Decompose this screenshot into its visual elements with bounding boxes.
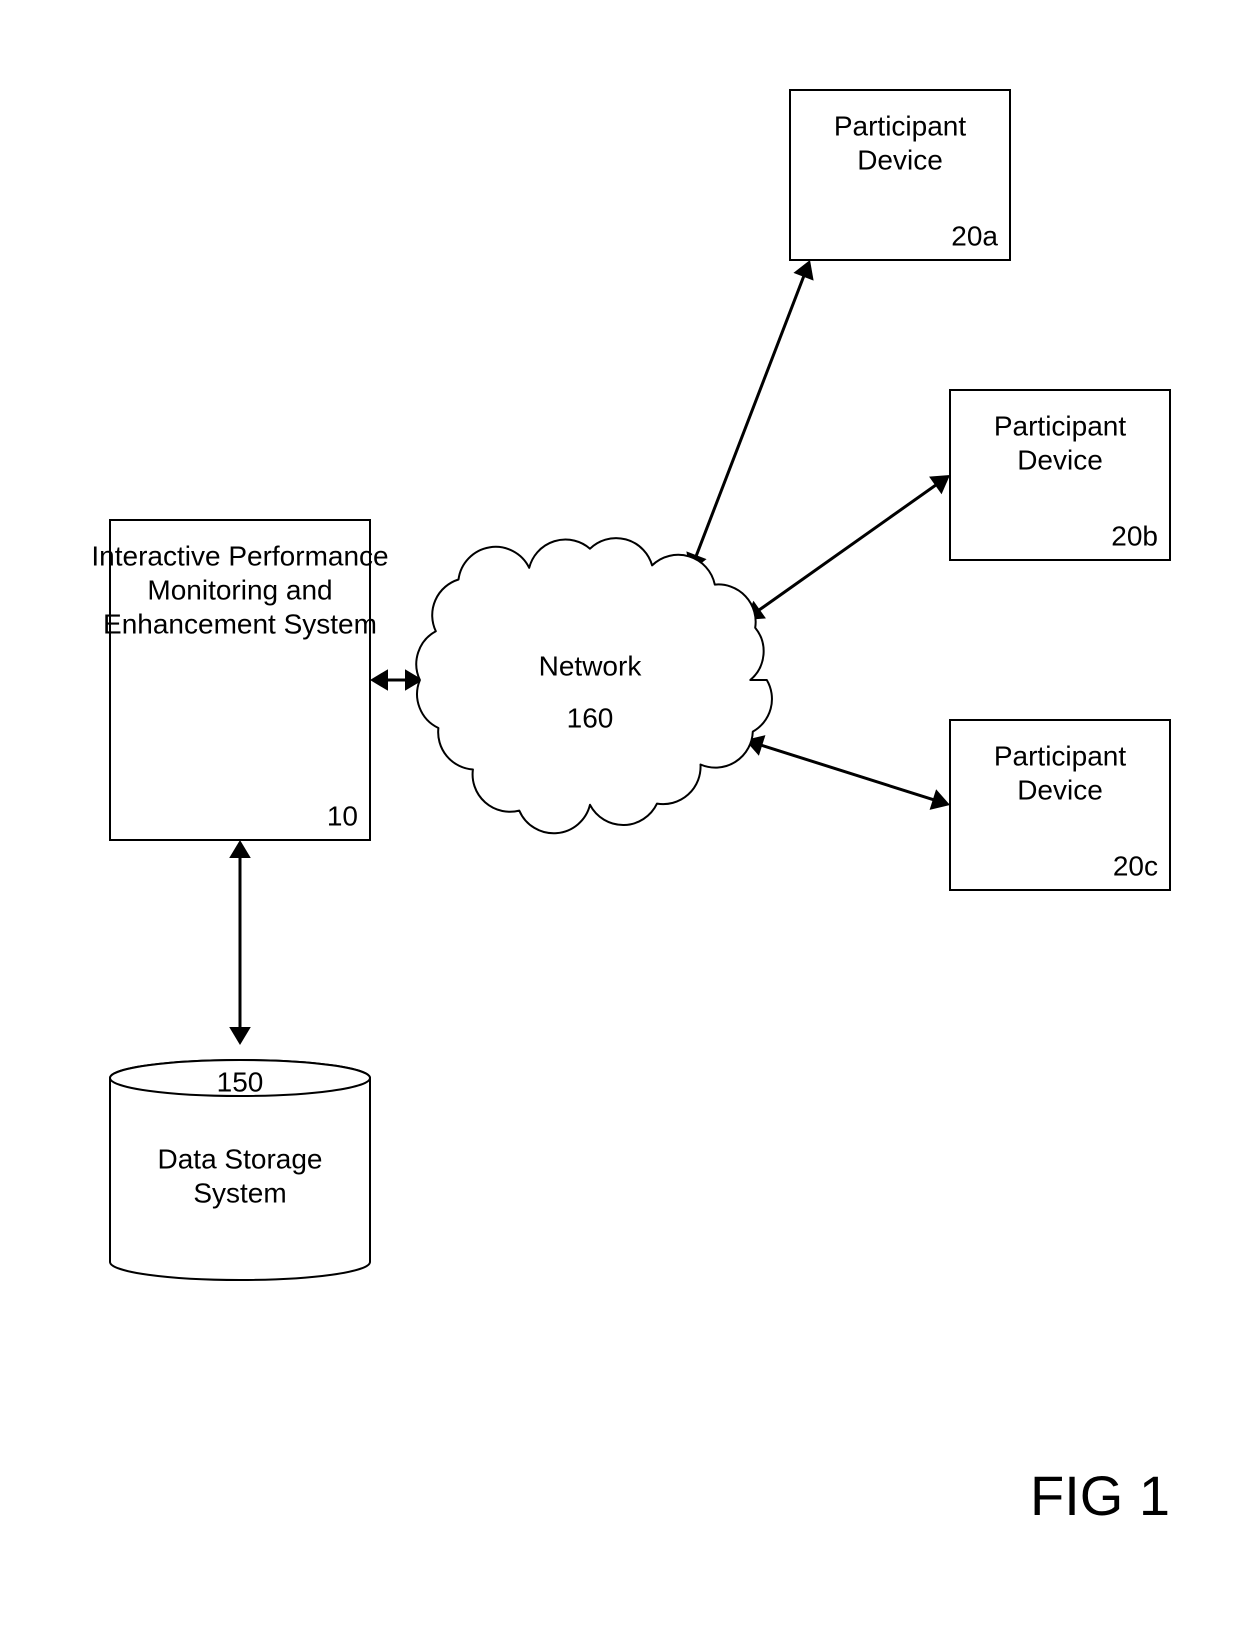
node-storage: Data StorageSystem 150 <box>110 1060 370 1280</box>
node-device_c: ParticipantDevice 20c <box>950 720 1170 890</box>
node-label: Enhancement System <box>103 608 377 639</box>
node-ref: 160 <box>567 702 614 733</box>
figure-label: FIG 1 <box>1030 1464 1170 1527</box>
edge-arrow <box>370 669 423 691</box>
node-ref: 20b <box>1111 520 1158 551</box>
edge-arrow <box>745 735 950 810</box>
node-ref: 10 <box>327 800 358 831</box>
edge-arrow <box>229 840 251 1045</box>
node-label: Monitoring and <box>147 574 332 605</box>
node-label: Interactive Performance <box>91 540 388 571</box>
node-label: System <box>193 1177 286 1208</box>
node-system: Interactive PerformanceMonitoring andEnh… <box>91 520 388 840</box>
node-ref: 20a <box>951 220 998 251</box>
node-device_a: ParticipantDevice 20a <box>790 90 1010 260</box>
node-label: Device <box>1017 444 1103 475</box>
node-ref: 20c <box>1113 850 1158 881</box>
node-label: Participant <box>994 410 1127 441</box>
node-label: Device <box>1017 774 1103 805</box>
node-network: Network 160 <box>416 538 772 833</box>
node-device_b: ParticipantDevice 20b <box>950 390 1170 560</box>
node-label: Device <box>857 144 943 175</box>
node-label: Participant <box>834 110 967 141</box>
edge-arrow <box>686 260 813 572</box>
node-label: Data Storage <box>158 1143 323 1174</box>
node-label: Participant <box>994 740 1127 771</box>
edge-arrow <box>745 475 950 620</box>
node-label: Network <box>539 650 643 681</box>
node-ref: 150 <box>217 1066 264 1097</box>
